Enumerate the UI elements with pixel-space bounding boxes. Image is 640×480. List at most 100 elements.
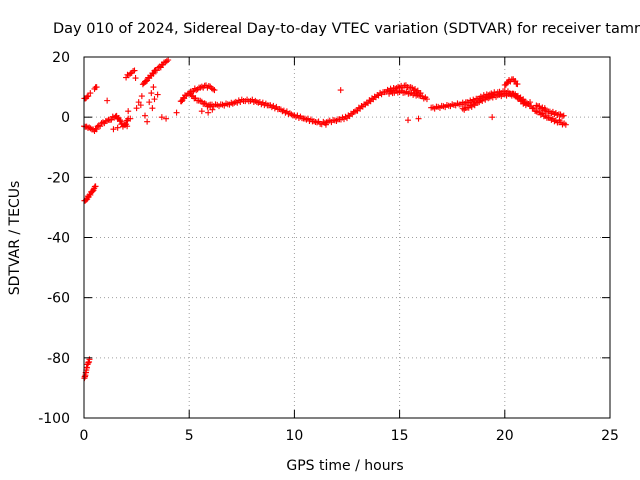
data-point (142, 112, 149, 119)
y-tick-label: 0 (61, 110, 70, 126)
data-point (163, 58, 170, 65)
data-point (87, 90, 94, 97)
y-tick-label: -40 (47, 231, 70, 247)
data-point (514, 94, 521, 101)
data-segment (186, 90, 214, 110)
data-segment (177, 82, 218, 105)
y-tick-label: -80 (47, 351, 70, 367)
data-point (153, 67, 160, 74)
data-point (541, 105, 548, 112)
data-point (520, 96, 527, 103)
x-tick-label: 0 (80, 428, 89, 444)
data-point (173, 109, 180, 116)
data-point (150, 70, 157, 77)
data-point (133, 105, 140, 112)
axis-ticks (83, 56, 611, 419)
data-point (93, 126, 100, 133)
axis-tick-labels: 0 5 10 15 20 25 -100 -80 -60 -40 -20 0 20 (38, 50, 619, 444)
data-point (110, 126, 117, 133)
data-point (322, 121, 329, 128)
data-point (560, 112, 567, 119)
data-point (415, 115, 422, 122)
data-point (148, 90, 155, 97)
data-segment (81, 183, 99, 204)
data-point (143, 78, 150, 85)
data-point (203, 101, 210, 108)
data-point (503, 80, 510, 87)
data-point (116, 116, 123, 123)
chart-title: Day 010 of 2024, Sidereal Day-to-day VTE… (53, 21, 640, 37)
data-point (158, 114, 165, 121)
x-tick-label: 25 (601, 428, 619, 444)
data-point (146, 99, 153, 106)
data-segment (123, 67, 138, 81)
data-point (144, 118, 151, 125)
data-point (163, 115, 170, 122)
data-point (351, 108, 358, 115)
data-point (137, 102, 144, 109)
data-point (524, 100, 531, 107)
data-point (99, 119, 106, 126)
data-point (201, 100, 208, 107)
data-point (209, 106, 216, 113)
data-segment (91, 84, 100, 92)
data-point (165, 57, 172, 64)
data-point (211, 87, 218, 94)
data-point (154, 91, 161, 98)
x-tick-label: 10 (285, 428, 303, 444)
y-tick-label: -60 (47, 291, 70, 307)
data-point (198, 83, 205, 90)
data-point (198, 108, 205, 115)
data-point (93, 84, 100, 91)
data-point (210, 86, 217, 93)
data-point (405, 117, 412, 124)
data-point (135, 99, 142, 106)
data-point (151, 96, 158, 103)
data-point (205, 109, 212, 116)
x-tick-label: 15 (391, 428, 409, 444)
data-segment (139, 57, 172, 88)
data-segment (386, 87, 430, 103)
data-point (423, 96, 430, 103)
data-point (97, 123, 104, 130)
data-point (124, 123, 131, 130)
data-point (190, 88, 197, 95)
data-point (127, 70, 134, 77)
x-tick-label: 20 (496, 428, 514, 444)
data-series-sdtvar (81, 57, 569, 382)
data-segment (501, 76, 521, 88)
data-segment (533, 102, 567, 120)
data-point (125, 108, 132, 115)
y-tick-label: -20 (47, 170, 70, 186)
data-point (83, 364, 90, 371)
data-point (104, 97, 111, 104)
data-point (92, 183, 99, 190)
data-point (114, 124, 121, 131)
data-point (150, 84, 157, 91)
data-point (556, 117, 563, 124)
x-axis-label: GPS time / hours (286, 458, 403, 474)
data-point (562, 121, 569, 128)
data-point (149, 105, 156, 112)
data-segment (459, 90, 569, 128)
data-point (205, 102, 212, 109)
data-point (514, 81, 521, 88)
data-point (87, 125, 94, 132)
data-point (489, 114, 496, 121)
data-point (83, 123, 90, 130)
data-point (337, 87, 344, 94)
data-segment (207, 82, 424, 128)
data-point (512, 78, 519, 85)
y-tick-label: -100 (38, 411, 70, 427)
data-point (87, 191, 94, 198)
data-point (127, 115, 134, 122)
data-point (104, 117, 111, 124)
y-tick-label: 20 (52, 50, 70, 66)
data-point (131, 67, 138, 74)
data-point (138, 93, 145, 100)
y-axis-label: SDTVAR / TECUs (7, 181, 23, 296)
data-point (85, 93, 92, 100)
x-tick-label: 5 (185, 428, 194, 444)
